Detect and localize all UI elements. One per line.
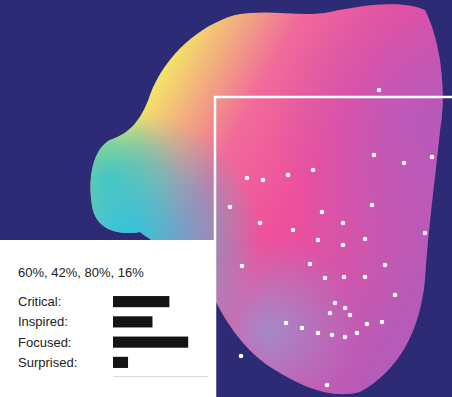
category-label: Surprised: [18, 355, 77, 370]
landmark-dot [258, 221, 263, 226]
landmark-dot [377, 88, 382, 93]
landmark-dot [308, 262, 313, 267]
landmark-dot [325, 383, 330, 388]
panel-background [0, 240, 215, 397]
landmark-dot [333, 301, 338, 306]
bar [113, 337, 188, 348]
landmark-dot [328, 311, 333, 316]
landmark-dot [423, 231, 428, 236]
landmark-dot [286, 173, 291, 178]
landmark-dot [343, 335, 348, 340]
detection-frame [215, 97, 452, 397]
landmark-dot [380, 320, 385, 325]
landmark-dot [370, 203, 375, 208]
landmark-dot [291, 228, 296, 233]
emotion-panel: 60%, 42%, 80%, 16% Critical: Inspired: Focu… [0, 240, 215, 397]
landmark-dot [284, 321, 289, 326]
landmark-dot [402, 161, 407, 166]
landmark-dot [316, 238, 321, 243]
landmark-dot [341, 221, 346, 226]
landmark-dot [300, 326, 305, 331]
category-label: Focused: [18, 335, 71, 350]
bars [113, 296, 188, 368]
category-label: Inspired: [18, 314, 68, 329]
landmark-dot [348, 313, 353, 318]
landmark-dot [320, 210, 325, 215]
landmark-dot [330, 333, 335, 338]
landmark-dot [365, 322, 370, 327]
landmark-dot [372, 153, 377, 158]
category-label: Critical: [18, 294, 61, 309]
x-axis-line [114, 376, 208, 377]
landmark-dot [341, 243, 346, 248]
landmark-dot [261, 178, 266, 183]
canvas: 60%, 42%, 80%, 16% Critical: Inspired: Focu… [0, 0, 452, 397]
landmark-dot [342, 275, 347, 280]
bar [113, 316, 152, 327]
landmark-dot [430, 155, 435, 160]
landmark-dot [239, 354, 244, 359]
bar [113, 296, 169, 307]
landmark-dot [393, 293, 398, 298]
landmark-dot [363, 237, 368, 242]
landmarks [228, 88, 435, 388]
landmark-dot [383, 263, 388, 268]
x-axis [114, 376, 208, 377]
landmark-dot [363, 275, 368, 280]
landmark-dot [245, 176, 250, 181]
landmark-dot [240, 264, 245, 269]
landmark-dot [228, 205, 233, 210]
landmark-dot [343, 306, 348, 311]
landmark-dot [323, 276, 328, 281]
bar [113, 357, 128, 368]
landmark-dot [355, 331, 360, 336]
title: 60%, 42%, 80%, 16% [18, 265, 144, 280]
landmark-dot [316, 331, 321, 336]
landmark-dot [311, 168, 316, 173]
category-labels: Critical: Inspired: Focused: Surprised: [18, 294, 77, 370]
